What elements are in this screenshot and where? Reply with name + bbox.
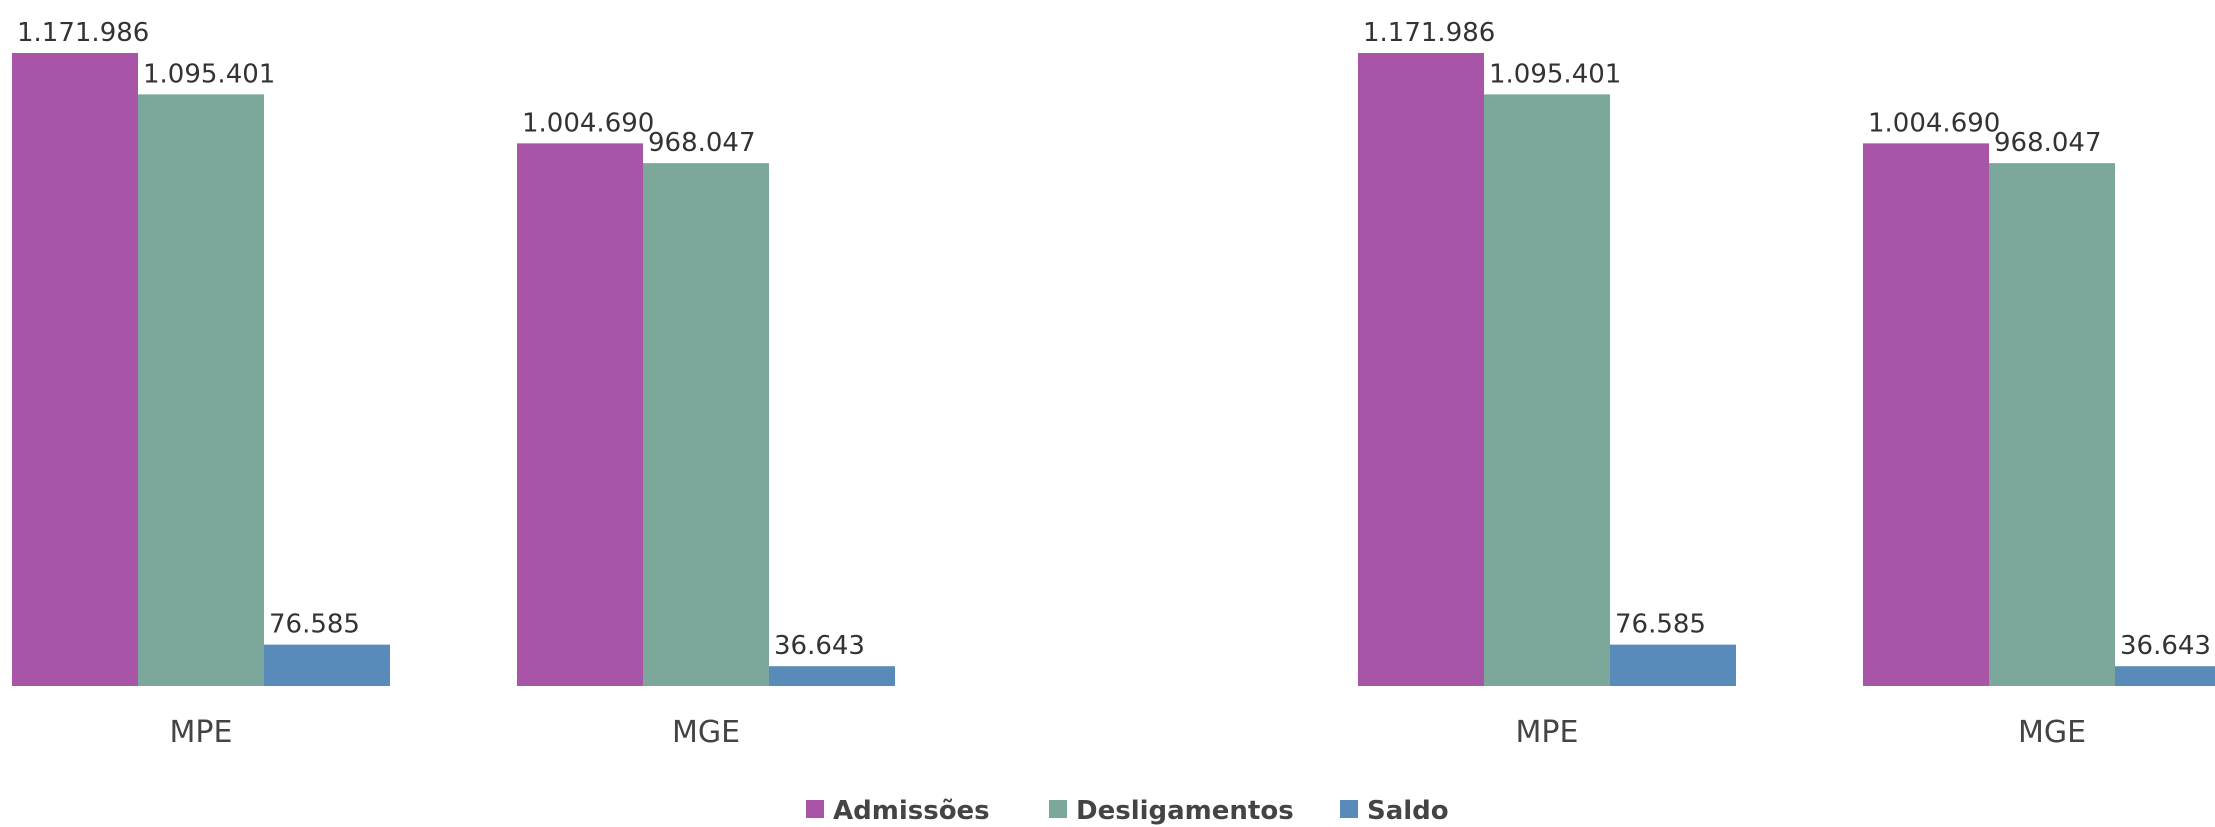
legend-label-desligamentos: Desligamentos bbox=[1076, 796, 1294, 826]
bar-admissoes-mge bbox=[1863, 143, 1989, 687]
bar-desligamentos-mge bbox=[1989, 163, 2115, 686]
data-label-saldo-mge: 36.643 bbox=[2120, 631, 2211, 661]
category-label-mpe: MPE bbox=[170, 715, 233, 750]
bar-admissoes-mpe bbox=[1358, 53, 1484, 686]
legend-label-admissoes: Admissões bbox=[833, 796, 990, 826]
data-label-desligamentos-mge: 968.047 bbox=[1994, 128, 2102, 158]
data-label-admissoes-mge: 1.004.690 bbox=[522, 108, 654, 138]
bar-desligamentos-mge bbox=[643, 163, 769, 686]
bar-admissoes-mge bbox=[517, 143, 643, 687]
data-label-desligamentos-mge: 968.047 bbox=[648, 128, 756, 158]
legend-label-saldo: Saldo bbox=[1367, 796, 1449, 826]
category-label-mge: MGE bbox=[672, 715, 740, 750]
category-label-mpe: MPE bbox=[1516, 715, 1579, 750]
data-label-saldo-mge: 36.643 bbox=[774, 631, 865, 661]
plot-area: 1.171.9861.095.40176.585MPE1.004.690968.… bbox=[12, 18, 2215, 750]
legend-swatch-desligamentos bbox=[1049, 800, 1067, 818]
bar-desligamentos-mpe bbox=[138, 94, 264, 686]
category-label-mge: MGE bbox=[2018, 715, 2086, 750]
data-label-saldo-mpe: 76.585 bbox=[1615, 610, 1706, 640]
data-label-admissoes-mpe: 1.171.986 bbox=[17, 18, 149, 48]
data-label-desligamentos-mpe: 1.095.401 bbox=[143, 59, 275, 89]
bar-saldo-mpe bbox=[264, 644, 390, 686]
legend: Admissões Desligamentos Saldo bbox=[806, 796, 1449, 826]
data-label-admissoes-mge: 1.004.690 bbox=[1868, 108, 2000, 138]
chart-2: 1.171.986 1.095.401 76.585 MPE 1.004.690968.… bbox=[1358, 18, 2215, 750]
legend-swatch-saldo bbox=[1340, 800, 1358, 818]
bar-desligamentos-mpe bbox=[1484, 94, 1610, 686]
bar-admissoes-mpe bbox=[12, 53, 138, 686]
data-label-desligamentos-mpe: 1.095.401 bbox=[1489, 59, 1621, 89]
data-label-saldo-mpe: 76.585 bbox=[269, 610, 360, 640]
chart-1: 1.171.986 1.095.401 76.585 MPE 1.004.690968.… bbox=[12, 18, 895, 750]
legend-swatch-admissoes bbox=[806, 800, 824, 818]
bar-saldo-mge bbox=[769, 666, 895, 686]
data-label-admissoes-mpe: 1.171.986 bbox=[1363, 18, 1495, 48]
bar-saldo-mpe bbox=[1610, 644, 1736, 686]
bar-saldo-mge bbox=[2115, 666, 2215, 686]
